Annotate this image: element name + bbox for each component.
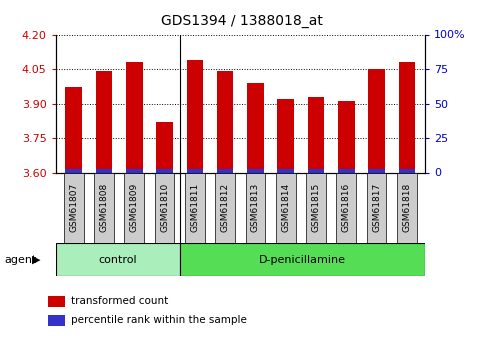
Bar [156, 169, 173, 172]
Text: ▶: ▶ [32, 255, 41, 265]
Text: GSM61812: GSM61812 [221, 183, 229, 233]
Bar [247, 169, 264, 172]
Bar [338, 101, 355, 172]
Bar [217, 169, 233, 172]
Bar [398, 169, 415, 172]
Bar [277, 99, 294, 172]
Bar [155, 172, 174, 243]
Bar [186, 169, 203, 172]
Bar [368, 69, 385, 172]
Text: GSM61809: GSM61809 [130, 183, 139, 233]
Bar [156, 122, 173, 172]
Text: percentile rank within the sample: percentile rank within the sample [71, 315, 246, 325]
Bar [337, 172, 356, 243]
Bar [245, 172, 265, 243]
Bar [48, 296, 65, 307]
Bar [398, 62, 415, 172]
Bar [126, 62, 142, 172]
Bar [215, 172, 235, 243]
Bar [94, 172, 114, 243]
Text: GSM61811: GSM61811 [190, 183, 199, 233]
Text: transformed count: transformed count [71, 296, 168, 306]
Bar [48, 315, 65, 326]
Text: GSM61815: GSM61815 [312, 183, 321, 233]
Bar [306, 172, 326, 243]
Text: GSM61807: GSM61807 [69, 183, 78, 233]
Bar [185, 172, 205, 243]
Bar [338, 169, 355, 172]
Text: agent: agent [5, 255, 37, 265]
Bar [217, 71, 233, 172]
Bar [65, 169, 82, 172]
Bar [126, 169, 142, 172]
Text: GSM61814: GSM61814 [281, 183, 290, 233]
Bar [397, 172, 417, 243]
Text: GSM61818: GSM61818 [402, 183, 412, 233]
Text: control: control [99, 255, 137, 265]
Text: GDS1394 / 1388018_at: GDS1394 / 1388018_at [160, 14, 323, 28]
Bar [276, 172, 296, 243]
Bar [308, 97, 325, 172]
Bar [125, 172, 144, 243]
Bar [96, 169, 113, 172]
Bar [96, 71, 113, 172]
Bar [64, 172, 84, 243]
Bar [247, 83, 264, 172]
Text: GSM61816: GSM61816 [342, 183, 351, 233]
Bar [368, 169, 385, 172]
Bar [186, 60, 203, 172]
Text: GSM61817: GSM61817 [372, 183, 381, 233]
Text: GSM61813: GSM61813 [251, 183, 260, 233]
Bar [180, 243, 425, 276]
Bar [65, 87, 82, 172]
Text: D-penicillamine: D-penicillamine [259, 255, 346, 265]
Bar [308, 169, 325, 172]
Text: GSM61808: GSM61808 [99, 183, 109, 233]
Text: GSM61810: GSM61810 [160, 183, 169, 233]
Bar [56, 243, 180, 276]
Bar [367, 172, 386, 243]
Bar [277, 169, 294, 172]
